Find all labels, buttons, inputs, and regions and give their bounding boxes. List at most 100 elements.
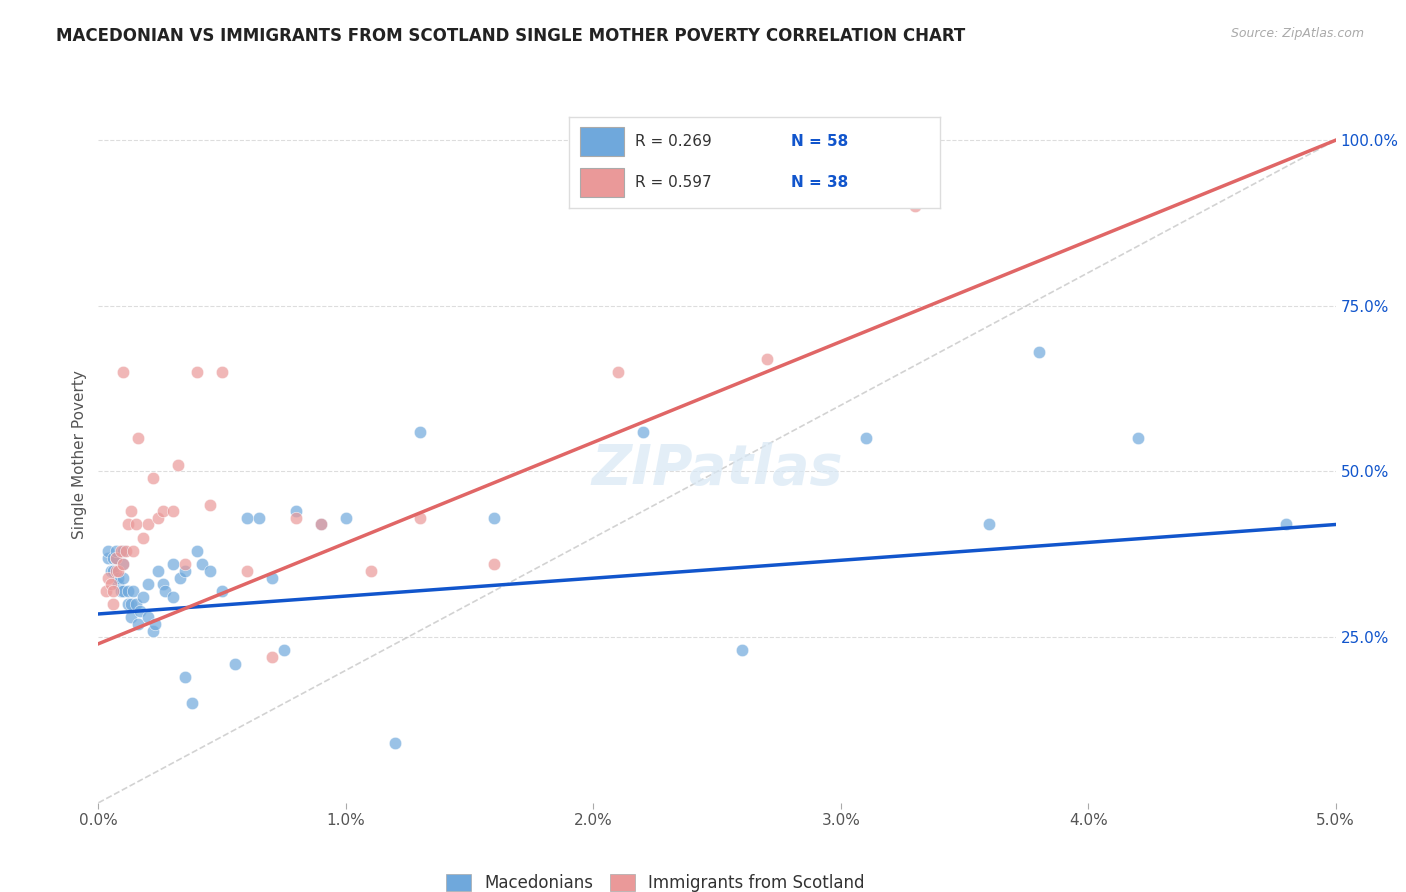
Point	[117, 583, 139, 598]
Point	[103, 564, 125, 578]
Point	[104, 564, 127, 578]
Point	[143, 616, 166, 631]
Point	[136, 610, 159, 624]
Point	[155, 583, 177, 598]
Point	[136, 517, 159, 532]
Point	[103, 583, 125, 598]
Point	[103, 550, 125, 565]
Point	[855, 431, 877, 445]
Point	[335, 511, 357, 525]
Point	[211, 365, 233, 379]
Point	[174, 558, 197, 572]
Text: MACEDONIAN VS IMMIGRANTS FROM SCOTLAND SINGLE MOTHER POVERTY CORRELATION CHART: MACEDONIAN VS IMMIGRANTS FROM SCOTLAND S…	[56, 27, 966, 45]
Point	[162, 504, 184, 518]
Point	[247, 511, 270, 525]
Point	[186, 365, 208, 379]
Point	[132, 531, 155, 545]
Point	[174, 670, 197, 684]
Point	[755, 351, 778, 366]
Point	[360, 564, 382, 578]
Point	[146, 564, 169, 578]
Point	[97, 550, 120, 565]
Point	[122, 583, 145, 598]
Point	[1126, 431, 1149, 445]
Point	[181, 697, 204, 711]
Point	[120, 597, 142, 611]
Point	[127, 616, 149, 631]
Point	[112, 558, 135, 572]
Point	[146, 511, 169, 525]
Point	[409, 511, 432, 525]
Point	[100, 564, 122, 578]
Point	[198, 564, 221, 578]
Point	[112, 558, 135, 572]
Point	[260, 650, 283, 665]
Point	[285, 511, 308, 525]
Point	[120, 610, 142, 624]
Text: Source: ZipAtlas.com: Source: ZipAtlas.com	[1230, 27, 1364, 40]
Point	[1028, 345, 1050, 359]
Point	[107, 564, 129, 578]
Point	[103, 597, 125, 611]
Point	[94, 583, 117, 598]
Point	[142, 471, 165, 485]
Point	[198, 498, 221, 512]
Point	[107, 577, 129, 591]
Point	[631, 425, 654, 439]
Point	[112, 583, 135, 598]
Point	[100, 577, 122, 591]
Point	[129, 604, 152, 618]
Point	[104, 544, 127, 558]
Point	[110, 583, 132, 598]
Point	[124, 597, 146, 611]
Point	[166, 458, 188, 472]
Point	[112, 365, 135, 379]
Point	[169, 570, 191, 584]
Point	[174, 564, 197, 578]
Point	[731, 643, 754, 657]
Point	[484, 558, 506, 572]
Point	[117, 597, 139, 611]
Point	[97, 544, 120, 558]
Point	[152, 504, 174, 518]
Point	[110, 544, 132, 558]
Point	[104, 550, 127, 565]
Point	[273, 643, 295, 657]
Point	[904, 199, 927, 213]
Point	[124, 517, 146, 532]
Point	[162, 558, 184, 572]
Point	[122, 544, 145, 558]
Point	[236, 564, 259, 578]
Point	[117, 517, 139, 532]
Point	[285, 504, 308, 518]
Point	[236, 511, 259, 525]
Point	[104, 550, 127, 565]
Point	[260, 570, 283, 584]
Y-axis label: Single Mother Poverty: Single Mother Poverty	[72, 370, 87, 540]
Point	[484, 511, 506, 525]
Point	[120, 504, 142, 518]
Point	[162, 591, 184, 605]
Point	[132, 591, 155, 605]
Text: ZIPatlas: ZIPatlas	[592, 442, 842, 496]
Point	[309, 517, 332, 532]
Point	[607, 365, 630, 379]
Point	[112, 570, 135, 584]
Point	[979, 517, 1001, 532]
Point	[97, 570, 120, 584]
Point	[191, 558, 214, 572]
Point	[409, 425, 432, 439]
Point	[114, 544, 136, 558]
Point	[152, 577, 174, 591]
Point	[112, 544, 135, 558]
Point	[107, 570, 129, 584]
Legend: Macedonians, Immigrants from Scotland: Macedonians, Immigrants from Scotland	[446, 874, 865, 892]
Point	[142, 624, 165, 638]
Point	[224, 657, 246, 671]
Point	[211, 583, 233, 598]
Point	[186, 544, 208, 558]
Point	[1275, 517, 1298, 532]
Point	[136, 577, 159, 591]
Point	[384, 736, 406, 750]
Point	[309, 517, 332, 532]
